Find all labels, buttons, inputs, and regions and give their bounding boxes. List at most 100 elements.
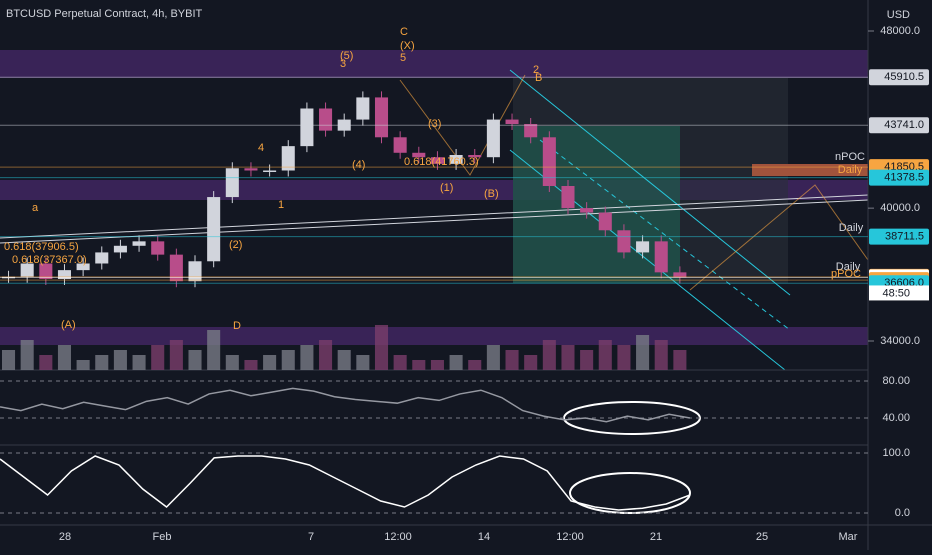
countdown-bg bbox=[869, 285, 929, 301]
candle bbox=[132, 241, 146, 246]
volume-bar bbox=[207, 330, 221, 370]
candle bbox=[673, 272, 687, 278]
zone bbox=[0, 327, 868, 345]
volume-bar bbox=[188, 350, 202, 370]
time-label: 25 bbox=[756, 531, 768, 543]
wave-label: 3 bbox=[340, 58, 346, 70]
price-tag bbox=[869, 117, 929, 134]
candle bbox=[393, 137, 407, 153]
price-tag bbox=[869, 169, 929, 186]
volume-bar bbox=[654, 340, 668, 370]
volume-bar bbox=[524, 355, 538, 370]
volume-bar bbox=[2, 350, 16, 370]
wave-label: 1 bbox=[278, 199, 284, 211]
volume-bar bbox=[281, 350, 295, 370]
time-label: Mar bbox=[839, 531, 858, 543]
channel-line bbox=[509, 149, 786, 371]
osc-tick-label: 80.00 bbox=[882, 375, 910, 387]
long-box bbox=[513, 126, 680, 283]
volume-bar bbox=[132, 355, 146, 370]
wave-label: Daily bbox=[836, 261, 861, 273]
time-label: 21 bbox=[650, 531, 662, 543]
candle bbox=[449, 154, 463, 164]
time-label: 28 bbox=[59, 531, 71, 543]
volume-bar bbox=[468, 360, 482, 370]
candle bbox=[542, 137, 556, 186]
candle bbox=[39, 263, 53, 279]
candle bbox=[95, 252, 109, 264]
wave-label: Daily bbox=[839, 222, 864, 234]
volume-bar bbox=[20, 340, 34, 370]
volume-bar bbox=[95, 355, 109, 370]
annotation-ellipse bbox=[569, 472, 691, 514]
volume-bar bbox=[505, 350, 519, 370]
wave-path bbox=[399, 74, 526, 176]
volume-bar bbox=[244, 360, 258, 370]
osc-tick-label: 0.0 bbox=[895, 507, 910, 519]
price-tick-label: 40000.0 bbox=[880, 202, 920, 214]
candle bbox=[468, 154, 482, 158]
wave-label: (1) bbox=[440, 182, 453, 194]
wave-label: (B) bbox=[484, 188, 499, 200]
wave-label: (5) bbox=[340, 50, 353, 62]
volume-bar bbox=[561, 345, 575, 370]
channel-line bbox=[539, 139, 791, 331]
wave-label: 5 bbox=[400, 52, 406, 64]
volume-bar bbox=[636, 335, 650, 370]
wave-label: C bbox=[400, 26, 408, 38]
candle bbox=[76, 263, 90, 271]
trend-line bbox=[0, 199, 869, 244]
wave-label: (3) bbox=[428, 118, 441, 130]
osc-line bbox=[0, 387, 691, 423]
candle bbox=[113, 245, 127, 253]
osc-tick-label: 40.00 bbox=[882, 412, 910, 424]
price-tag-label: 38711.5 bbox=[885, 231, 924, 243]
candle bbox=[636, 241, 650, 253]
time-label: 7 bbox=[308, 531, 314, 543]
volume-bar bbox=[374, 325, 389, 370]
candle bbox=[20, 263, 34, 277]
candle bbox=[151, 241, 165, 255]
candle bbox=[207, 197, 221, 262]
volume-bar bbox=[57, 345, 71, 370]
time-label: 12:00 bbox=[384, 531, 412, 543]
volume-bar bbox=[412, 360, 426, 370]
candle bbox=[486, 119, 500, 158]
volume-bar bbox=[169, 340, 183, 370]
volume-bar bbox=[337, 350, 351, 370]
candle bbox=[524, 123, 538, 138]
countdown: 48:50 bbox=[882, 287, 910, 299]
candle bbox=[319, 108, 333, 131]
candle bbox=[654, 241, 668, 273]
candle bbox=[225, 168, 239, 198]
wave-label: B bbox=[535, 72, 542, 84]
candle bbox=[580, 208, 594, 213]
currency: USD bbox=[887, 9, 910, 21]
candle bbox=[244, 168, 258, 171]
time-label: Feb bbox=[153, 531, 172, 543]
candle bbox=[374, 97, 389, 138]
price-tag bbox=[869, 69, 929, 86]
volume-bar bbox=[449, 355, 463, 370]
volume-bar bbox=[542, 340, 556, 370]
wave-label: (2) bbox=[229, 239, 242, 251]
volume-bar bbox=[319, 340, 333, 370]
wave-label: 0.618(37906.5) bbox=[4, 241, 79, 253]
candle bbox=[561, 185, 575, 209]
volume-bar bbox=[580, 350, 594, 370]
volume-bar bbox=[76, 360, 90, 370]
wave-label: 0.618(37367.0) bbox=[12, 254, 87, 266]
osc-tick-label: 100.0 bbox=[882, 447, 910, 459]
candle bbox=[263, 170, 277, 172]
volume-bar bbox=[673, 350, 687, 370]
candle bbox=[356, 97, 370, 120]
wave-label: Daily bbox=[838, 164, 863, 176]
price-tick-label: 34000.0 bbox=[880, 335, 920, 347]
candle bbox=[300, 108, 314, 147]
time-label: 12:00 bbox=[556, 531, 584, 543]
chart-title: BTCUSD Perpetual Contract, 4h, BYBIT bbox=[6, 8, 203, 20]
osc-line bbox=[0, 455, 691, 511]
volume-bar bbox=[598, 340, 612, 370]
